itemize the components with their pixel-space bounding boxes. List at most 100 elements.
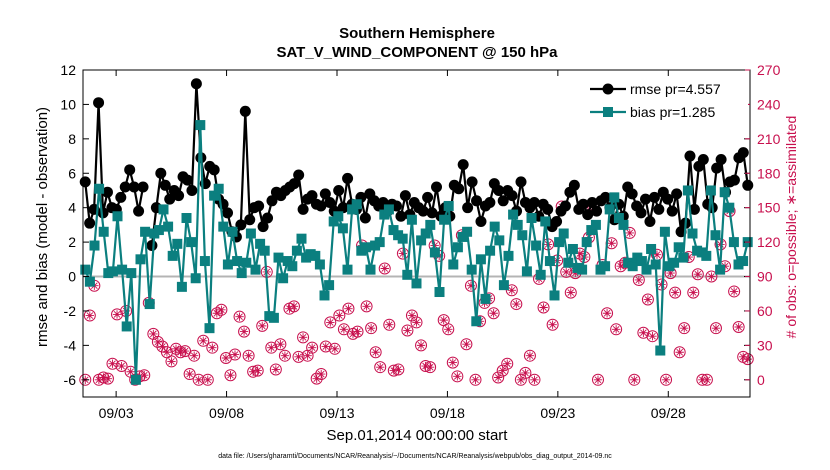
bias-point [429, 247, 440, 258]
legend-rmse-label: rmse pr=4.557 [630, 81, 721, 97]
obs-assimilated-point [498, 366, 507, 375]
bias-point [669, 257, 680, 268]
obs-assimilated-point [294, 352, 303, 362]
obs-possible-point [410, 316, 423, 329]
obs-assimilated-point [611, 325, 621, 334]
bias-point [443, 200, 454, 211]
y-right-tick-label: 120 [757, 234, 781, 250]
obs-assimilated-point [625, 228, 634, 238]
obs-assimilated-point [525, 351, 535, 360]
obs-possible-point [315, 368, 328, 381]
rmse-point [426, 207, 438, 219]
obs-possible-point [115, 360, 128, 373]
y-tick-label: 0 [68, 269, 76, 285]
rmse-point [119, 181, 131, 193]
obs-assimilated-point [407, 311, 417, 320]
obs-assimilated-point [634, 275, 644, 285]
obs-possible-point [442, 323, 455, 336]
bias-point [577, 264, 588, 275]
obs-assimilated-point [221, 353, 231, 363]
obs-assimilated-point [344, 304, 353, 313]
bias-point [140, 226, 151, 237]
bias-point [604, 204, 615, 215]
bias-point [209, 190, 220, 201]
rmse-point [515, 176, 527, 188]
obs-assimilated-point [416, 341, 426, 350]
obs-assimilated-point [189, 351, 199, 360]
obs-assimilated-point [353, 327, 362, 336]
obs-assimilated-point [630, 375, 639, 384]
obs-assimilated-point [271, 365, 281, 374]
bias-point [521, 266, 532, 277]
bias-point [176, 281, 187, 292]
obs-possible-point [269, 363, 282, 376]
obs-possible-point [514, 373, 527, 386]
bias-point [641, 264, 652, 275]
obs-assimilated-point [366, 323, 376, 333]
rmse-point [711, 162, 723, 174]
obs-possible-point [632, 273, 645, 286]
rmse-point [728, 174, 740, 186]
bias-point [549, 290, 560, 301]
rmse-point [235, 219, 247, 231]
obs-possible-point [229, 348, 242, 361]
legend-rmse-marker [602, 83, 614, 95]
rmse-point [640, 193, 652, 205]
rmse-point [671, 188, 683, 200]
obs-assimilated-point [117, 361, 126, 371]
bias-point [342, 264, 353, 275]
rmse-point [577, 198, 589, 210]
obs-assimilated-point [326, 318, 335, 327]
bias-point [273, 252, 284, 263]
obs-assimilated-point [126, 367, 135, 376]
obs-possible-point [151, 335, 164, 348]
obs-assimilated-point [444, 325, 453, 334]
obs-possible-point [741, 353, 754, 366]
obs-assimilated-point [339, 325, 349, 334]
bias-point [531, 240, 542, 251]
bias-point [517, 230, 528, 241]
bias-point [485, 245, 496, 256]
obs-possible-point [101, 372, 114, 385]
obs-assimilated-point [362, 302, 371, 311]
obs-assimilated-point [162, 348, 172, 357]
obs-assimilated-point [149, 329, 158, 339]
y-tick-label: -4 [64, 337, 77, 353]
bias-point [724, 202, 735, 213]
bias-point [282, 256, 293, 267]
obs-possible-point [251, 364, 264, 377]
obs-assimilated-point [571, 268, 580, 278]
y-axis-label: rmse and bias (model - observation) [34, 107, 51, 347]
obs-assimilated-point [208, 343, 217, 352]
obs-possible-point [256, 319, 269, 332]
rmse-point [297, 203, 309, 215]
obs-assimilated-point [385, 320, 394, 329]
obs-possible-point [510, 298, 523, 311]
obs-assimilated-point [516, 375, 526, 384]
obs-possible-point [641, 293, 654, 306]
bias-point [687, 228, 698, 239]
bias-point [337, 223, 348, 234]
obs-assimilated-point [652, 250, 662, 259]
bias-point [310, 250, 321, 261]
bias-point [181, 213, 192, 224]
bias-point [439, 214, 450, 225]
obs-possible-point [451, 370, 464, 383]
rmse-point [466, 176, 478, 188]
rmse-point [431, 181, 443, 193]
rmse-point [257, 221, 269, 233]
bias-point [167, 250, 178, 261]
y-right-axis-label: # of obs: o=possible; ∗=assimilated [783, 116, 799, 339]
rmse-point [93, 97, 105, 109]
obs-possible-point [687, 286, 700, 299]
bias-point [250, 264, 261, 275]
rmse-point [128, 181, 140, 193]
obs-assimilated-point [185, 369, 194, 379]
rmse-point [635, 207, 647, 219]
obs-possible-point [292, 350, 305, 363]
bias-point [590, 219, 601, 230]
obs-possible-point [528, 373, 541, 386]
bias-point [508, 209, 519, 220]
rmse-point [484, 197, 496, 209]
x-tick-label: 09/03 [99, 405, 134, 421]
